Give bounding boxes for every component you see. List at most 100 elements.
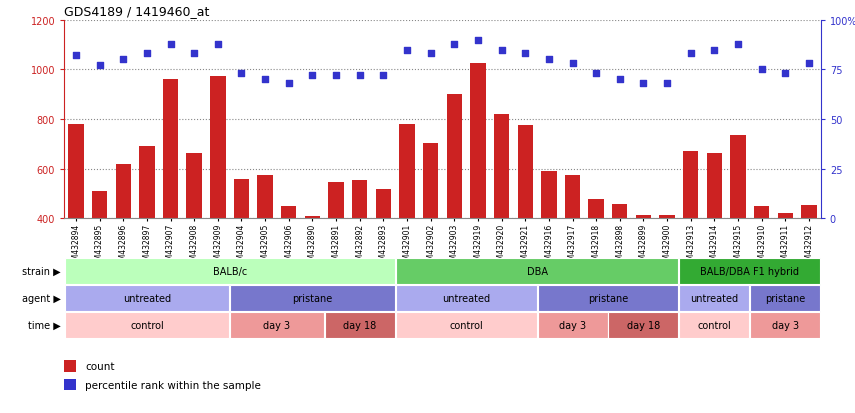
Bar xyxy=(68,125,84,318)
Bar xyxy=(541,172,557,318)
Point xyxy=(353,73,367,79)
Bar xyxy=(352,180,368,318)
Bar xyxy=(64,360,76,372)
Text: control: control xyxy=(130,320,164,330)
Bar xyxy=(538,285,679,311)
Bar xyxy=(423,143,439,318)
Bar xyxy=(115,164,131,318)
Text: day 3: day 3 xyxy=(559,320,586,330)
Text: time ▶: time ▶ xyxy=(28,320,61,330)
Point xyxy=(755,67,769,74)
Point xyxy=(329,73,343,79)
Point xyxy=(660,81,674,88)
Point xyxy=(731,41,745,48)
Bar xyxy=(751,285,820,311)
Text: count: count xyxy=(86,361,115,371)
Point xyxy=(684,51,698,58)
Point xyxy=(613,77,627,83)
Text: control: control xyxy=(449,320,483,330)
Bar xyxy=(517,126,533,318)
Bar xyxy=(470,64,486,318)
Bar xyxy=(233,179,249,318)
Text: DBA: DBA xyxy=(527,266,547,277)
Point xyxy=(305,73,319,79)
Point xyxy=(116,57,130,64)
Point xyxy=(542,57,556,64)
Text: day 3: day 3 xyxy=(772,320,799,330)
Bar xyxy=(538,312,608,338)
Bar xyxy=(612,204,628,318)
Point xyxy=(447,41,461,48)
Bar xyxy=(139,147,155,318)
Bar xyxy=(91,192,107,318)
Text: untreated: untreated xyxy=(690,293,739,304)
Text: untreated: untreated xyxy=(123,293,171,304)
Bar xyxy=(683,152,699,318)
Bar xyxy=(751,312,820,338)
Bar xyxy=(707,153,722,318)
Bar xyxy=(680,312,749,338)
Point xyxy=(92,63,106,69)
Point xyxy=(708,47,722,54)
Point xyxy=(258,77,272,83)
Point xyxy=(471,37,485,44)
Point xyxy=(779,71,793,78)
Point xyxy=(566,61,580,68)
Bar xyxy=(636,215,652,318)
Point xyxy=(234,71,248,78)
Point xyxy=(140,51,154,58)
Point xyxy=(400,47,414,54)
Text: day 3: day 3 xyxy=(263,320,291,330)
Bar xyxy=(609,312,679,338)
Bar xyxy=(396,259,679,285)
Text: pristane: pristane xyxy=(292,293,333,304)
Bar xyxy=(680,259,820,285)
Bar xyxy=(210,76,226,318)
Text: GDS4189 / 1419460_at: GDS4189 / 1419460_at xyxy=(64,5,209,18)
Bar xyxy=(186,153,202,318)
Bar xyxy=(375,189,391,318)
Bar xyxy=(230,312,324,338)
Bar xyxy=(588,199,604,318)
Bar xyxy=(396,285,537,311)
Text: day 18: day 18 xyxy=(627,320,660,330)
Point xyxy=(424,51,438,58)
Point xyxy=(376,73,390,79)
Text: percentile rank within the sample: percentile rank within the sample xyxy=(86,380,261,390)
Text: pristane: pristane xyxy=(765,293,805,304)
Bar xyxy=(396,312,537,338)
Point xyxy=(802,61,816,68)
Bar xyxy=(65,259,395,285)
Bar xyxy=(64,379,76,390)
Bar xyxy=(730,136,746,318)
Text: untreated: untreated xyxy=(442,293,490,304)
Point xyxy=(69,53,83,59)
Bar xyxy=(230,285,395,311)
Bar xyxy=(281,206,297,318)
Text: strain ▶: strain ▶ xyxy=(22,266,61,277)
Point xyxy=(495,47,509,54)
Bar xyxy=(162,80,178,318)
Bar xyxy=(325,312,395,338)
Point xyxy=(211,41,225,48)
Bar xyxy=(65,285,229,311)
Bar xyxy=(446,95,462,318)
Text: pristane: pristane xyxy=(588,293,628,304)
Text: control: control xyxy=(698,320,731,330)
Point xyxy=(589,71,603,78)
Point xyxy=(163,41,177,48)
Point xyxy=(637,81,651,88)
Text: day 18: day 18 xyxy=(343,320,376,330)
Bar xyxy=(754,206,770,318)
Bar xyxy=(778,214,793,318)
Bar xyxy=(659,215,675,318)
Bar xyxy=(801,205,817,318)
Text: BALB/DBA F1 hybrid: BALB/DBA F1 hybrid xyxy=(700,266,799,277)
Bar xyxy=(65,312,229,338)
Bar xyxy=(328,183,344,318)
Bar xyxy=(399,125,415,318)
Point xyxy=(518,51,532,58)
Bar xyxy=(565,176,581,318)
Point xyxy=(282,81,296,88)
Text: BALB/c: BALB/c xyxy=(213,266,247,277)
